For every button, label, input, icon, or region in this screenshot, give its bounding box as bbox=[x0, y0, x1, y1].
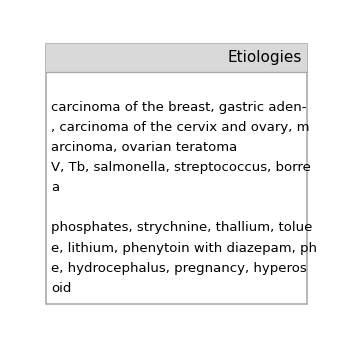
Text: Etiologies: Etiologies bbox=[227, 50, 302, 65]
Text: , carcinoma of the cervix and ovary, m: , carcinoma of the cervix and ovary, m bbox=[51, 121, 310, 134]
Text: V, Tb, salmonella, streptococcus, borre: V, Tb, salmonella, streptococcus, borre bbox=[51, 161, 311, 174]
Text: phosphates, strychnine, thallium, tolue: phosphates, strychnine, thallium, tolue bbox=[51, 222, 312, 234]
Text: e, hydrocephalus, pregnancy, hyperos: e, hydrocephalus, pregnancy, hyperos bbox=[51, 262, 307, 275]
Text: oid: oid bbox=[51, 282, 71, 295]
Text: e, lithium, phenytoin with diazepam, ph: e, lithium, phenytoin with diazepam, ph bbox=[51, 241, 317, 255]
Text: a: a bbox=[51, 181, 59, 194]
Text: carcinoma of the breast, gastric aden-: carcinoma of the breast, gastric aden- bbox=[51, 100, 307, 114]
Text: arcinoma, ovarian teratoma: arcinoma, ovarian teratoma bbox=[51, 141, 237, 154]
Bar bbox=[46, 44, 307, 72]
